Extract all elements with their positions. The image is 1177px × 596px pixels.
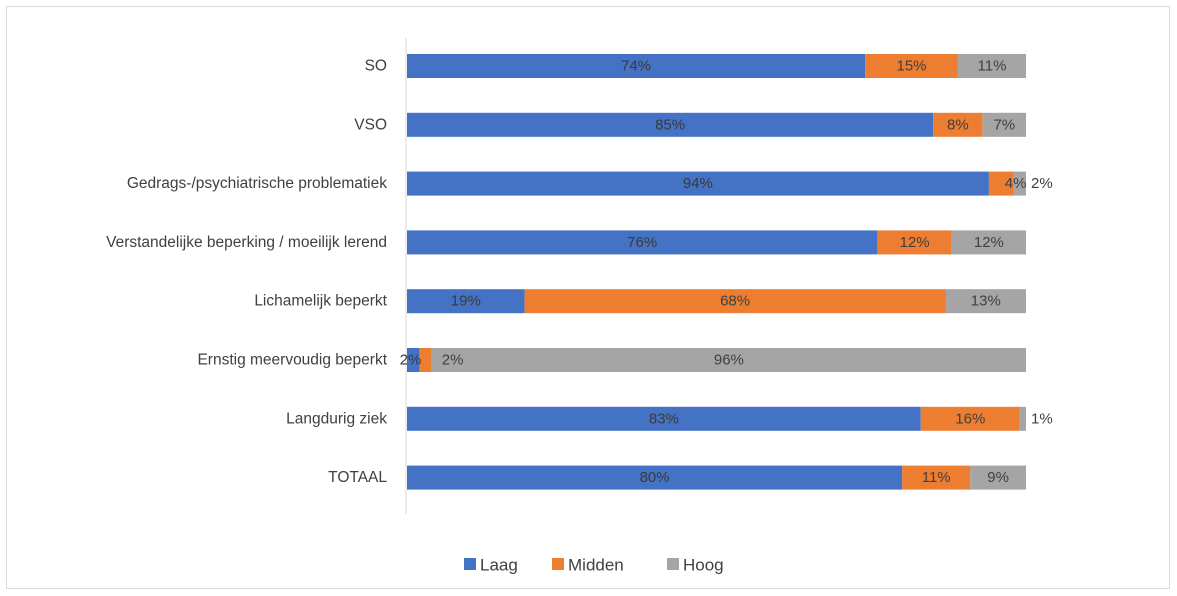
data-label-midden: 16% xyxy=(955,410,985,427)
legend-swatch xyxy=(464,558,476,570)
bar-segment-midden xyxy=(524,289,946,314)
category-label: Lichamelijk beperkt xyxy=(254,293,387,310)
data-label-midden: 68% xyxy=(720,293,750,310)
data-label-hoog: 2% xyxy=(1031,175,1053,192)
bar-segment-midden xyxy=(933,112,983,137)
data-label-laag: 80% xyxy=(640,469,670,486)
bar-segment-hoog xyxy=(1013,171,1026,196)
bar-segment-hoog xyxy=(945,289,1026,314)
category-label: VSO xyxy=(354,116,387,133)
category-label: Verstandelijke beperking / moeilijk lere… xyxy=(106,234,387,251)
data-label-laag: 74% xyxy=(621,58,651,75)
data-label-laag: 85% xyxy=(655,116,685,133)
data-label-midden: 2% xyxy=(442,352,464,369)
category-label: SO xyxy=(365,58,387,75)
bar-segment-laag xyxy=(407,54,866,78)
legend: Laag Midden Hoog xyxy=(464,556,724,575)
data-label-midden: 12% xyxy=(900,234,930,251)
data-label-laag: 2% xyxy=(400,352,422,369)
category-label: TOTAAL xyxy=(328,469,387,486)
data-label-midden: 8% xyxy=(947,116,969,133)
data-label-hoog: 9% xyxy=(987,469,1009,486)
data-label-hoog: 96% xyxy=(714,352,744,369)
legend-swatch xyxy=(552,558,564,570)
bar-segment-midden xyxy=(877,230,952,255)
bar-segment-laag xyxy=(407,406,921,431)
bar-segment-laag xyxy=(407,112,934,137)
data-label-hoog: 11% xyxy=(978,58,1007,75)
data-label-hoog: 1% xyxy=(1031,410,1053,427)
bar-segment-hoog xyxy=(982,112,1026,137)
data-label-laag: 19% xyxy=(451,293,481,310)
bar-segment-laag xyxy=(407,289,525,314)
legend-label: Midden xyxy=(568,556,624,575)
bar-segment-laag xyxy=(407,230,878,255)
labels-layer: SO 74% 15% 11% VSO 85% 8% 7% Gedrags-/psychiatri… xyxy=(106,58,1053,487)
legend-label: Laag xyxy=(480,556,518,575)
category-label: Langdurig ziek xyxy=(286,410,387,427)
bar-segment-midden xyxy=(419,348,432,372)
bar-segment-hoog xyxy=(1019,406,1026,431)
data-label-laag: 83% xyxy=(649,410,679,427)
data-label-laag: 94% xyxy=(683,175,713,192)
bar-segment-midden xyxy=(865,54,958,78)
bar-segment-laag xyxy=(407,171,989,196)
bar-segment-midden xyxy=(902,465,971,490)
category-label: Ernstig meervoudig beperkt xyxy=(197,352,387,369)
legend-swatch xyxy=(667,558,679,570)
data-label-hoog: 13% xyxy=(971,293,1001,310)
data-label-laag: 76% xyxy=(627,234,657,251)
data-label-midden: 11% xyxy=(922,469,951,486)
bar-segment-midden xyxy=(920,406,1020,431)
legend-item-midden: Midden xyxy=(552,556,624,575)
data-label-hoog: 7% xyxy=(993,116,1015,133)
bar-segment-hoog xyxy=(431,348,1026,372)
legend-label: Hoog xyxy=(683,556,724,575)
bar-segment-hoog xyxy=(970,465,1026,490)
legend-item-laag: Laag xyxy=(464,556,518,575)
data-label-midden: 15% xyxy=(896,58,926,75)
bar-segment-hoog xyxy=(951,230,1026,255)
data-label-midden: 4% xyxy=(1005,175,1027,192)
category-label: Gedrags-/psychiatrische problematiek xyxy=(127,175,387,192)
bar-segment-hoog xyxy=(957,54,1026,78)
bar-segment-laag xyxy=(407,348,420,372)
bars-layer xyxy=(407,54,1026,490)
bar-segment-laag xyxy=(407,465,903,490)
data-label-hoog: 12% xyxy=(974,234,1004,251)
legend-item-hoog: Hoog xyxy=(667,556,724,575)
bar-segment-midden xyxy=(988,171,1014,196)
